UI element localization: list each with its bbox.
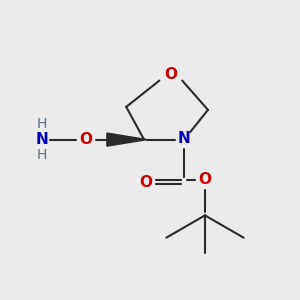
- Text: O: O: [164, 67, 177, 82]
- Text: N: N: [35, 132, 48, 147]
- Text: H: H: [36, 148, 47, 162]
- Text: N: N: [178, 130, 190, 146]
- Text: H: H: [36, 117, 47, 131]
- Polygon shape: [107, 133, 147, 146]
- Text: O: O: [139, 175, 152, 190]
- Text: O: O: [199, 172, 212, 187]
- Text: O: O: [80, 132, 93, 147]
